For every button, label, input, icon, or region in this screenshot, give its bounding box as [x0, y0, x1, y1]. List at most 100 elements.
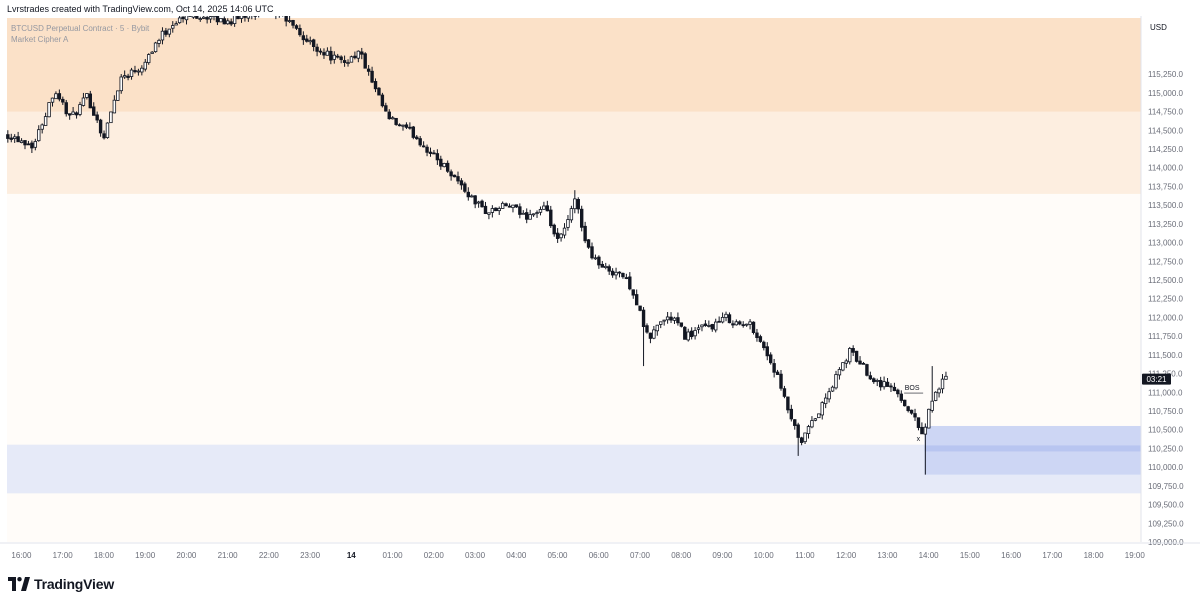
candle-body-down [772, 363, 776, 373]
candle-body-down [456, 176, 460, 182]
candle-body-down [903, 399, 907, 407]
candle-body-down [555, 232, 560, 239]
candle-body-down [610, 270, 615, 276]
candle-body-up [500, 202, 505, 209]
candle-body-up [882, 381, 886, 388]
candle-body-up [720, 316, 725, 323]
candle-body-down [428, 151, 433, 154]
swing-marker-label: x [917, 436, 921, 443]
candle-body-down [370, 70, 374, 83]
candle-body-up [167, 28, 172, 35]
candle-body-down [854, 350, 859, 362]
candle-body-up [150, 51, 154, 54]
x-tick-label: 08:00 [671, 551, 692, 560]
candle-body-down [480, 200, 484, 208]
candle-body-up [693, 330, 697, 337]
candle-body-up [487, 212, 491, 215]
bos-label: BOS [905, 385, 920, 392]
candle-body-up [191, 13, 196, 18]
candle-body-up [287, 20, 292, 23]
candle-body-down [57, 93, 62, 100]
x-tick-label: 20:00 [176, 551, 197, 560]
candle-body-down [634, 294, 639, 306]
y-tick-label: 112,750.0 [1148, 257, 1184, 266]
candle-body-down [67, 113, 72, 116]
candle-body-down [762, 341, 766, 349]
x-tick-label: 22:00 [259, 551, 280, 560]
candle-body-down [683, 326, 687, 340]
candle-body-up [806, 426, 811, 434]
candle-body-up [401, 124, 405, 127]
candle-body-up [566, 219, 570, 228]
candle-body-down [909, 409, 914, 414]
candle-body-down [779, 373, 783, 389]
candle-body-down [30, 142, 34, 149]
candle-body-down [631, 289, 635, 296]
candle-body-up [707, 325, 711, 327]
y-tick-label: 111,500.0 [1148, 351, 1183, 360]
candle-body-up [562, 227, 567, 236]
candle-body-up [593, 257, 598, 260]
chart-area[interactable]: BOS x USD 109,000.0 109,250.0 109,500.0 109,75… [0, 2, 1200, 566]
candle-body-up [820, 402, 824, 416]
candle-body-down [377, 87, 381, 96]
candle-body-down [318, 50, 323, 53]
candle-body-up [33, 141, 38, 148]
y-tick-label: 113,750.0 [1148, 182, 1184, 191]
candle-body-down [607, 266, 611, 272]
candle-body-down [373, 81, 378, 90]
candle-body-down [387, 111, 391, 120]
candle-body-up [803, 432, 807, 443]
candle-body-up [559, 233, 563, 239]
candle-body-up [390, 117, 395, 120]
candle-body-down [439, 158, 443, 167]
chart-legend: BTCUSD Perpetual Contract · 5 · Bybit Ma… [11, 23, 149, 45]
currency-label: USD [1150, 23, 1167, 32]
candle-body-up [136, 70, 141, 73]
candle-body-down [717, 320, 721, 323]
candle-body-down [878, 380, 883, 388]
candle-body-up [748, 321, 752, 325]
candle-body-down [95, 114, 99, 121]
candle-body-up [823, 397, 828, 405]
candle-body-down [102, 133, 106, 139]
candle-body-down [384, 105, 388, 112]
candle-body-down [775, 371, 780, 375]
candle-body-down [329, 50, 333, 61]
candle-body-down [322, 52, 326, 56]
candle-body-up [810, 420, 814, 428]
candle-body-up [47, 102, 51, 118]
candle-body-up [37, 129, 41, 142]
candle-body-down [710, 324, 714, 330]
candle-body-down [851, 348, 855, 353]
candle-body-down [336, 55, 340, 58]
brand-name: TradingView [34, 576, 115, 592]
candle-body-up [817, 413, 821, 419]
candle-body-down [215, 14, 220, 23]
candle-body-down [758, 336, 763, 342]
price-chart[interactable]: BOSxUSD109,000.0109,250.0109,500.0109,75… [0, 2, 1200, 566]
candle-body-up [50, 97, 55, 103]
candle-body-down [181, 16, 185, 20]
candle-body-up [841, 362, 845, 371]
candle-body-down [861, 362, 866, 365]
candle-body-down [628, 276, 632, 290]
candle-body-up [724, 313, 728, 318]
candle-body-down [88, 93, 92, 109]
y-tick-label: 114,750.0 [1148, 108, 1184, 117]
candle-body-down [920, 426, 924, 435]
indicator-legend: Market Cipher A [11, 35, 69, 44]
candle-body-down [408, 126, 412, 129]
candle-body-up [844, 360, 848, 364]
candle-body-down [243, 15, 247, 18]
x-tick-label: 13:00 [877, 551, 898, 560]
candle-body-up [184, 14, 189, 21]
candle-body-up [325, 50, 330, 56]
candle-body-up [923, 426, 928, 435]
candle-body-up [349, 56, 354, 63]
x-tick-label: 11:00 [795, 551, 815, 560]
candle-body-up [652, 329, 656, 339]
y-tick-label: 109,250.0 [1148, 519, 1184, 528]
candle-body-down [765, 346, 769, 357]
candle-body-down [339, 56, 343, 61]
